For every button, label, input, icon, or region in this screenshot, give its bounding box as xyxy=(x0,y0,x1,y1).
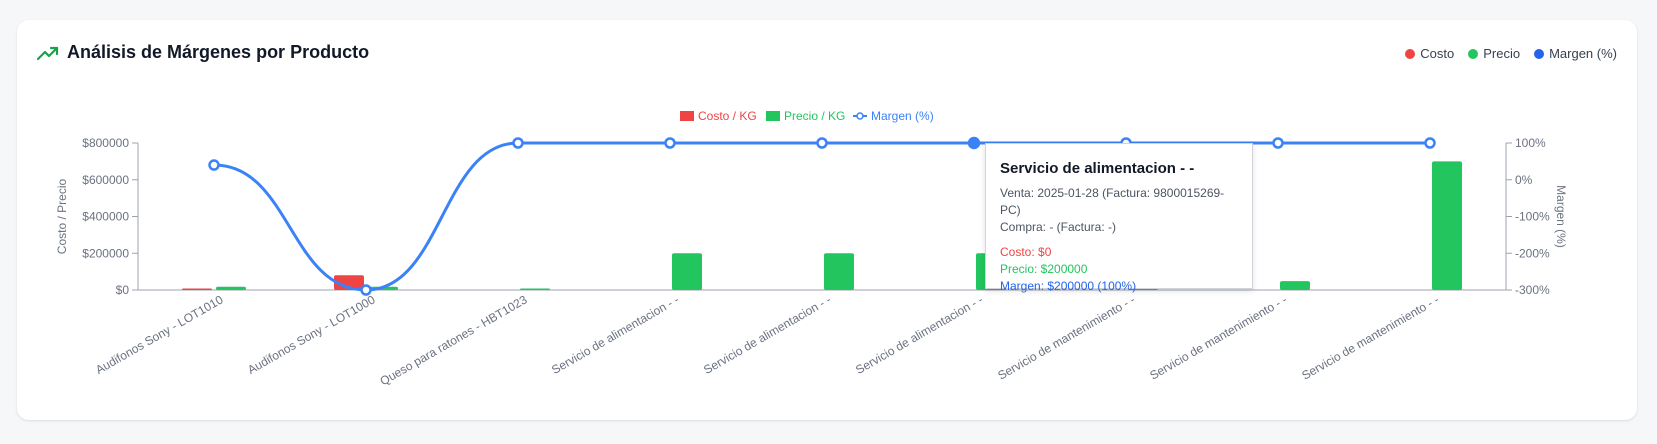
price-bar xyxy=(216,286,246,290)
tooltip-venta: Venta: 2025-01-28 (Factura: 9800015269-P… xyxy=(1000,186,1225,217)
y-tick-label: $400000 xyxy=(82,210,129,224)
y2-tick-label: -200% xyxy=(1515,246,1550,260)
chart-legend: Costo / KG Precio / KG Margen (%) xyxy=(680,109,934,123)
y2-tick-label: -300% xyxy=(1515,283,1550,297)
x-tick-label: Servicio de mantenimiento - - xyxy=(995,292,1137,382)
y-tick-label: $800000 xyxy=(82,136,129,150)
costo-dot-icon xyxy=(1405,48,1416,59)
legend-margin-dot xyxy=(856,112,864,120)
y2-tick-label: 100% xyxy=(1515,136,1546,150)
margin-point xyxy=(512,137,524,149)
margin-point xyxy=(1424,137,1436,149)
x-tick-label: Servicio de mantenimiento - - xyxy=(1299,292,1441,382)
legend-margin-label: Margen (%) xyxy=(871,109,934,123)
y-tick-label: $0 xyxy=(116,283,130,297)
cost-bar xyxy=(182,288,212,290)
summary-legend: Costo Precio Margen (%) xyxy=(1391,46,1617,61)
precio-dot-icon xyxy=(1468,48,1479,59)
tooltip-title: Servicio de alimentacion - - xyxy=(1000,160,1195,177)
x-tick-label: Audifonos Sony - LOT1000 xyxy=(245,292,378,377)
summary-legend-costo[interactable]: Costo xyxy=(1405,46,1454,61)
x-tick-label: Servicio de alimentacion - - xyxy=(701,292,833,376)
legend-cost-label: Costo / KG xyxy=(698,109,757,123)
chart-header: Análisis de Márgenes por Producto xyxy=(37,42,369,63)
price-bar xyxy=(824,253,854,290)
margin-point xyxy=(1272,137,1284,149)
tooltip-compra: Compra: - (Factura: -) xyxy=(1000,220,1117,234)
legend-price-label: Precio / KG xyxy=(784,109,845,123)
x-tick-label: Audifonos Sony - LOT1010 xyxy=(93,292,226,377)
price-bar xyxy=(1280,281,1310,290)
margin-point xyxy=(360,284,372,296)
summary-legend-label: Precio xyxy=(1483,46,1521,61)
summary-legend-margen[interactable]: Margen (%) xyxy=(1534,46,1617,61)
chart-title: Análisis de Márgenes por Producto xyxy=(67,42,370,62)
chart-tooltip: Servicio de alimentacion - - Venta: 2025… xyxy=(985,143,1253,293)
trending-up-icon xyxy=(37,46,59,60)
summary-legend-label: Costo xyxy=(1420,46,1455,61)
y-tick-label: $200000 xyxy=(82,246,129,260)
margen-dot-icon xyxy=(1534,48,1545,59)
price-bar xyxy=(672,253,702,290)
y-tick-label: $600000 xyxy=(82,173,129,187)
legend-price-swatch xyxy=(766,111,780,121)
price-bar xyxy=(1432,161,1462,290)
y2-tick-label: -100% xyxy=(1515,210,1550,224)
tooltip-margen: Margen: $200000 (100%) xyxy=(1000,279,1137,293)
y2-axis-title: Margen (%) xyxy=(1554,185,1568,248)
x-tick-label: Queso para ratones - HBT1023 xyxy=(377,292,529,388)
y2-tick-label: 0% xyxy=(1515,173,1533,187)
tooltip-costo: Costo: $0 xyxy=(1000,245,1052,259)
margin-point xyxy=(664,137,676,149)
y-axis-title: Costo / Precio xyxy=(55,178,69,254)
margin-point xyxy=(816,137,828,149)
margin-point xyxy=(967,136,981,150)
chart-bars xyxy=(182,161,1462,290)
legend-cost-swatch xyxy=(680,111,694,121)
x-tick-label: Servicio de alimentacion - - xyxy=(549,292,681,376)
margin-point xyxy=(208,159,220,171)
summary-legend-precio[interactable]: Precio xyxy=(1468,46,1520,61)
x-tick-label: Servicio de alimentacion - - xyxy=(853,292,985,376)
x-tick-label: Servicio de mantenimiento - - xyxy=(1147,292,1289,382)
tooltip-precio: Precio: $200000 xyxy=(1000,262,1088,276)
summary-legend-label: Margen (%) xyxy=(1549,46,1617,61)
price-bar xyxy=(520,288,550,290)
chart-x-labels: Audifonos Sony - LOT1010 Audifonos Sony -… xyxy=(93,292,1441,388)
